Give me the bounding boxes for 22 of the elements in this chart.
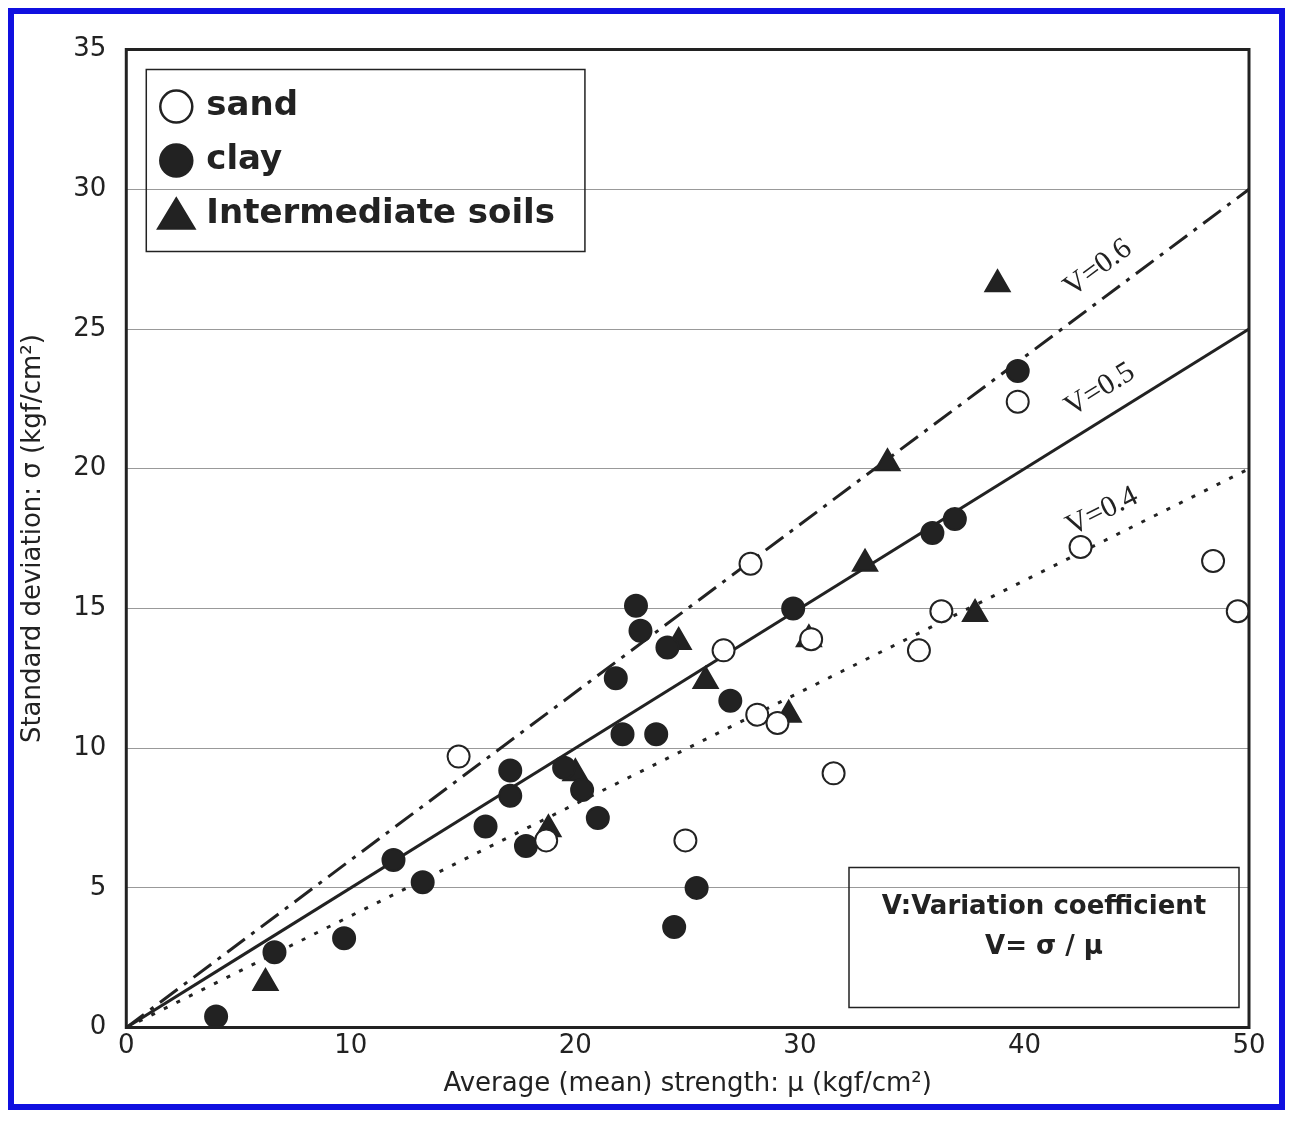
x-tick-label: 50 <box>1232 1028 1266 1059</box>
y-tick-label: 30 <box>73 172 107 203</box>
legend-label: clay <box>206 137 283 178</box>
text: V=0.4 <box>1059 477 1143 541</box>
y-tick-label: 20 <box>73 451 107 482</box>
x-tick-label: 0 <box>118 1028 135 1059</box>
y-axis-title: Standard deviation: σ (kgf/cm²) <box>16 334 47 744</box>
x-tick-label: 10 <box>334 1028 368 1059</box>
y-tick-label: 5 <box>89 870 107 901</box>
text: V=0.5 <box>1057 353 1140 422</box>
legend-label: Intermediate soils <box>206 191 555 232</box>
y-tick-label: 10 <box>73 730 107 761</box>
x-tick-label: 30 <box>783 1028 817 1059</box>
annotation: V:Variation coefficient <box>881 890 1207 921</box>
x-axis-title: Average (mean) strength: μ (kgf/cm²) <box>443 1067 932 1098</box>
y-tick-label: 15 <box>73 591 107 622</box>
x-tick-label: 20 <box>558 1028 592 1059</box>
legend-label: sand <box>206 83 299 124</box>
x-tick-label: 40 <box>1007 1028 1041 1059</box>
y-tick-label: 25 <box>73 311 107 342</box>
y-tick-label: 35 <box>73 32 107 63</box>
annotation: V= σ / μ <box>985 930 1103 961</box>
